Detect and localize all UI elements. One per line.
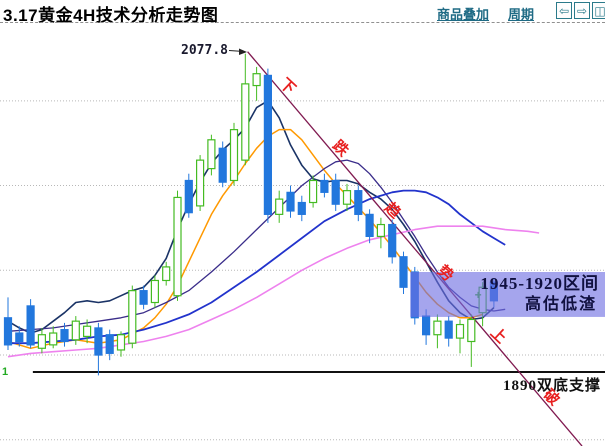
candle-body: [139, 290, 148, 305]
candle-body: [162, 266, 171, 282]
candle-body: [354, 190, 363, 215]
candle-body: [286, 191, 295, 212]
highlight-box: [410, 272, 605, 317]
candle-body: [297, 201, 306, 215]
header: 3.17黄金4H技术分析走势图 商品叠加 周期 ⇦ ⇨ ◫: [0, 0, 605, 25]
peak-price-label: 2077.8: [181, 43, 228, 58]
corner-marker: 1: [2, 366, 9, 378]
candle-body: [150, 279, 159, 304]
candle-body: [71, 320, 80, 341]
highlight-annotation: 1945-1920区间 高估低渣: [480, 273, 599, 315]
candle-body: [3, 317, 13, 346]
candle-body: [309, 179, 318, 204]
candle-body: [173, 196, 182, 297]
candle-body: [15, 332, 24, 343]
candle-body: [388, 223, 397, 258]
candle-body: [467, 318, 476, 343]
candle-body: [184, 179, 193, 214]
candle-body: [196, 159, 205, 207]
candle-body: [320, 179, 329, 193]
candle-body: [116, 334, 126, 351]
candle-body: [49, 332, 58, 346]
candle-body: [241, 83, 250, 161]
candle-body: [60, 329, 69, 343]
header-buttons: ⇦ ⇨ ◫: [556, 2, 605, 19]
candle-body: [433, 320, 442, 336]
candle-body: [207, 139, 216, 170]
candle-body: [229, 129, 239, 182]
downtrend-line[interactable]: [247, 51, 583, 446]
scroll-left-button[interactable]: ⇦: [556, 2, 572, 19]
candle-body: [422, 315, 431, 336]
ma-line-ma-fast: [7, 100, 495, 334]
candle-body: [331, 179, 340, 205]
candle-body: [455, 323, 465, 339]
period-link[interactable]: 周期: [508, 7, 535, 22]
layout-button[interactable]: ◫: [592, 2, 605, 19]
candle-body: [105, 334, 114, 354]
candle-body: [275, 198, 284, 215]
header-separator: [0, 22, 605, 23]
scroll-right-button[interactable]: ⇨: [574, 2, 590, 19]
candle-body: [365, 213, 374, 238]
highlight-range-text: 1945-1920区间: [480, 274, 599, 293]
candle-body: [399, 256, 408, 288]
layout-icon: ◫: [594, 4, 605, 18]
candle-body: [37, 334, 47, 349]
candle-body: [444, 320, 453, 339]
candle-body: [342, 190, 352, 205]
peak-arrow-head: [239, 48, 247, 55]
left-arrow-icon: ⇦: [558, 4, 570, 18]
page-title: 3.17黄金4H技术分析走势图: [3, 6, 219, 25]
candle-body: [26, 305, 35, 346]
candle-body: [94, 327, 103, 356]
candle-body: [263, 74, 272, 215]
candle-body: [128, 290, 137, 344]
candle-body: [376, 223, 385, 238]
highlight-advice-text: 高估低渣: [524, 296, 597, 313]
candle-body: [252, 73, 261, 87]
candle-body: [82, 325, 92, 338]
candle-body: [218, 147, 227, 183]
commodity-overlay-link[interactable]: 商品叠加: [437, 7, 490, 22]
right-arrow-icon: ⇨: [576, 4, 588, 18]
support-label: 1890双底支撑: [502, 378, 601, 394]
